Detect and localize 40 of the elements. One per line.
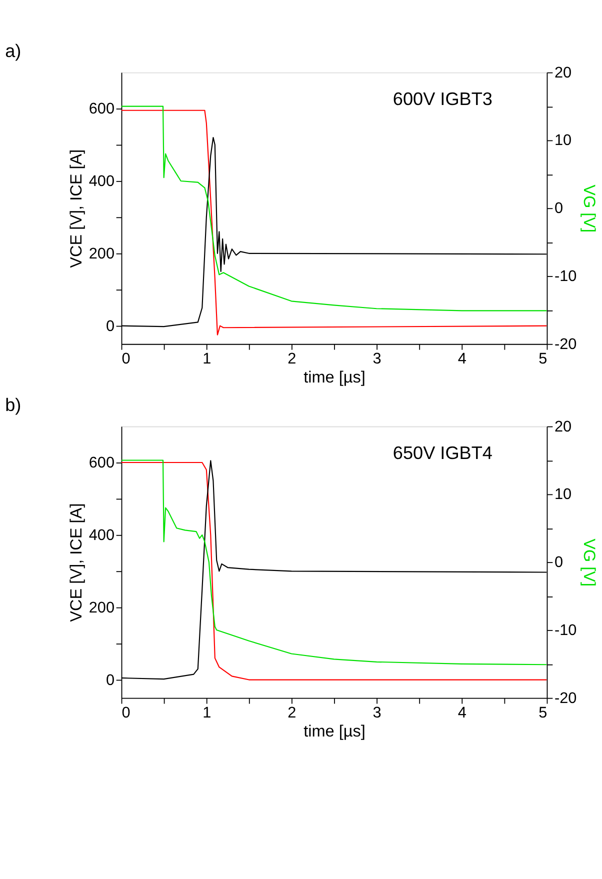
annotation: 600V IGBT3 xyxy=(392,88,492,109)
x-axis-title: time [µs] xyxy=(304,368,366,386)
x-tick-label: 4 xyxy=(458,350,467,368)
x-axis-title: time [µs] xyxy=(304,722,366,740)
y2-tick-label: -20 xyxy=(554,336,577,353)
y2-tick-label: 20 xyxy=(554,418,572,436)
chart-title: a) xyxy=(5,40,22,61)
y-tick-label: 0 xyxy=(106,318,115,335)
y-axis-title: VCE [V], ICE [A] xyxy=(68,503,86,622)
x-tick-label: 0 xyxy=(122,704,130,722)
x-tick-label: 3 xyxy=(372,350,382,368)
y-tick-label: 600 xyxy=(88,454,115,472)
y-tick-label: 200 xyxy=(88,599,115,616)
y-tick-label: 400 xyxy=(88,526,115,544)
y2-tick-label: -10 xyxy=(554,268,577,286)
x-tick-label: 0 xyxy=(122,350,130,368)
x-tick-label: 4 xyxy=(458,704,467,722)
y2-tick-label: 0 xyxy=(554,554,564,572)
y2-axis-title: VG [V] xyxy=(580,538,598,587)
annotation: 650V IGBT4 xyxy=(392,442,492,463)
y2-tick-label: 10 xyxy=(554,132,572,150)
y2-tick-label: 10 xyxy=(554,486,572,504)
x-tick-label: 1 xyxy=(202,704,212,722)
y-tick-label: 200 xyxy=(88,245,115,262)
x-tick-label: 2 xyxy=(288,704,296,722)
y2-tick-label: -10 xyxy=(554,622,577,639)
x-tick-label: 3 xyxy=(372,704,382,722)
y2-axis-title: VG [V] xyxy=(580,184,598,233)
y-axis-title: VCE [V], ICE [A] xyxy=(68,149,86,268)
x-tick-label: 1 xyxy=(202,350,212,368)
x-tick-label: 5 xyxy=(538,704,548,722)
x-tick-label: 2 xyxy=(288,350,296,368)
y2-tick-label: 0 xyxy=(554,200,564,218)
y-tick-label: 400 xyxy=(88,172,115,190)
chart-title: b) xyxy=(5,394,22,415)
y2-tick-label: 20 xyxy=(554,64,572,82)
y-tick-label: 600 xyxy=(88,100,115,118)
x-tick-label: 5 xyxy=(538,350,548,368)
y2-tick-label: -20 xyxy=(554,690,577,707)
y-tick-label: 0 xyxy=(106,672,115,689)
